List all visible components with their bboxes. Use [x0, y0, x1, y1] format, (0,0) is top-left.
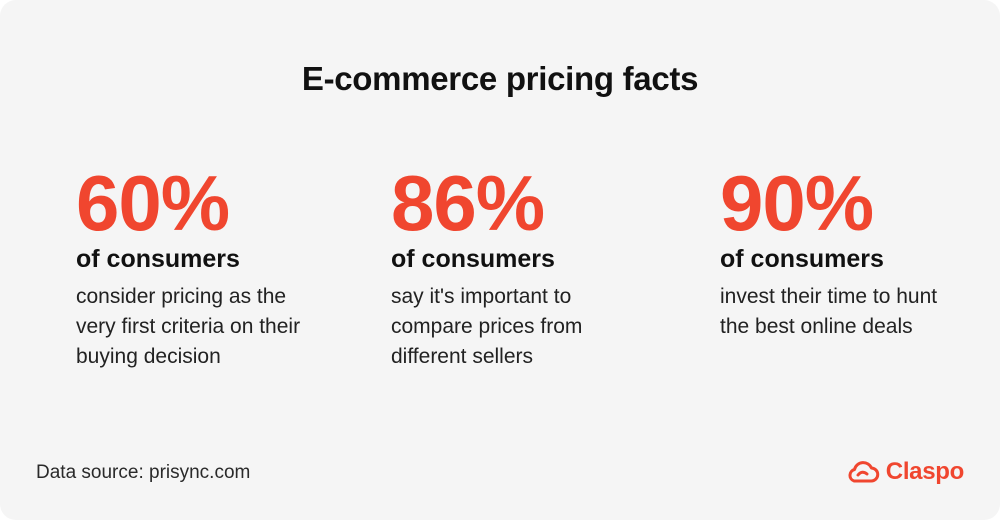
cloud-icon	[844, 459, 880, 485]
stat-description: invest their time to hunt the best onlin…	[720, 285, 938, 338]
logo-text: Claspo	[885, 458, 965, 485]
stat-subject: of consumers	[720, 245, 884, 273]
stat-value: 86%	[391, 159, 545, 247]
stat-block-3: 90% of consumers invest their time to hu…	[720, 162, 1000, 342]
stat-subject: of consumers	[391, 245, 555, 273]
claspo-logo: Claspo	[844, 458, 964, 486]
stat-description: consider pricing as the very first crite…	[76, 285, 301, 368]
data-source-text: Data source: prisync.com	[36, 462, 251, 483]
stat-block-1: 60% of consumers consider pricing as the…	[76, 162, 366, 372]
stat-description: say it's important to compare prices fro…	[391, 285, 583, 368]
stat-subject: of consumers	[76, 245, 240, 273]
page-title: E-commerce pricing facts	[301, 60, 699, 97]
stat-block-2: 86% of consumers say it's important to c…	[391, 162, 681, 372]
stat-value: 60%	[76, 159, 230, 247]
stat-value: 90%	[720, 159, 874, 247]
